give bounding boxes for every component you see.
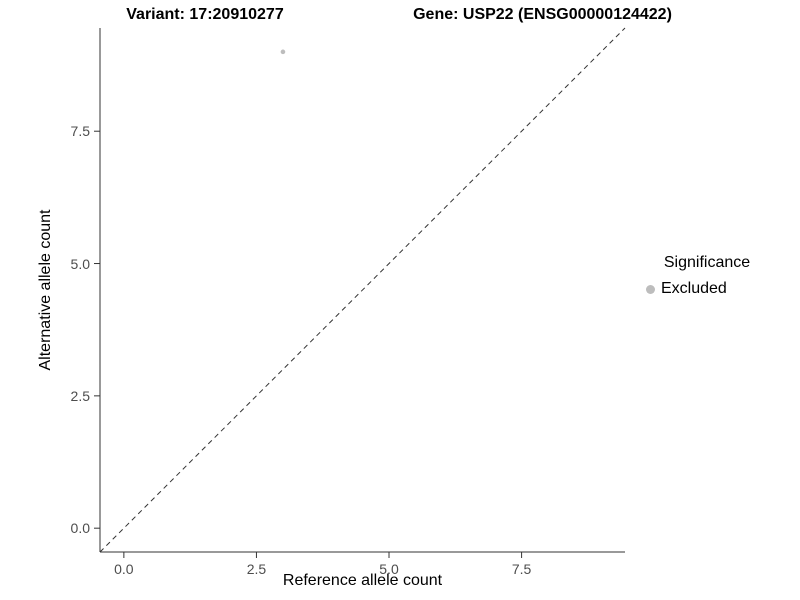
legend: Significance Excluded [642, 254, 772, 298]
x-axis-label: Reference allele count [282, 572, 443, 589]
x-tick-label: 7.5 [511, 561, 532, 577]
y-tick-label: 0.0 [70, 520, 90, 537]
x-tick-label: 0.0 [114, 561, 134, 577]
legend-entry-label: Excluded [661, 280, 727, 297]
x-tick-label: 5.0 [379, 561, 399, 577]
legend-key-dot [646, 284, 655, 294]
plot-title-variant: Variant: 17:20910277 [126, 6, 284, 23]
legend-entries: Excluded [642, 280, 772, 298]
data-point [280, 49, 286, 55]
y-tick-label: 2.5 [70, 387, 90, 404]
x-tick-label: 2.5 [246, 561, 267, 577]
identity-line [99, 27, 626, 553]
plot-title-gene: Gene: USP22 (ENSG00000124422) [413, 6, 672, 23]
y-tick-label: 5.0 [70, 255, 90, 272]
legend-entry: Excluded [642, 280, 772, 298]
legend-title: Significance [663, 254, 751, 271]
y-tick-label: 7.5 [70, 123, 90, 140]
